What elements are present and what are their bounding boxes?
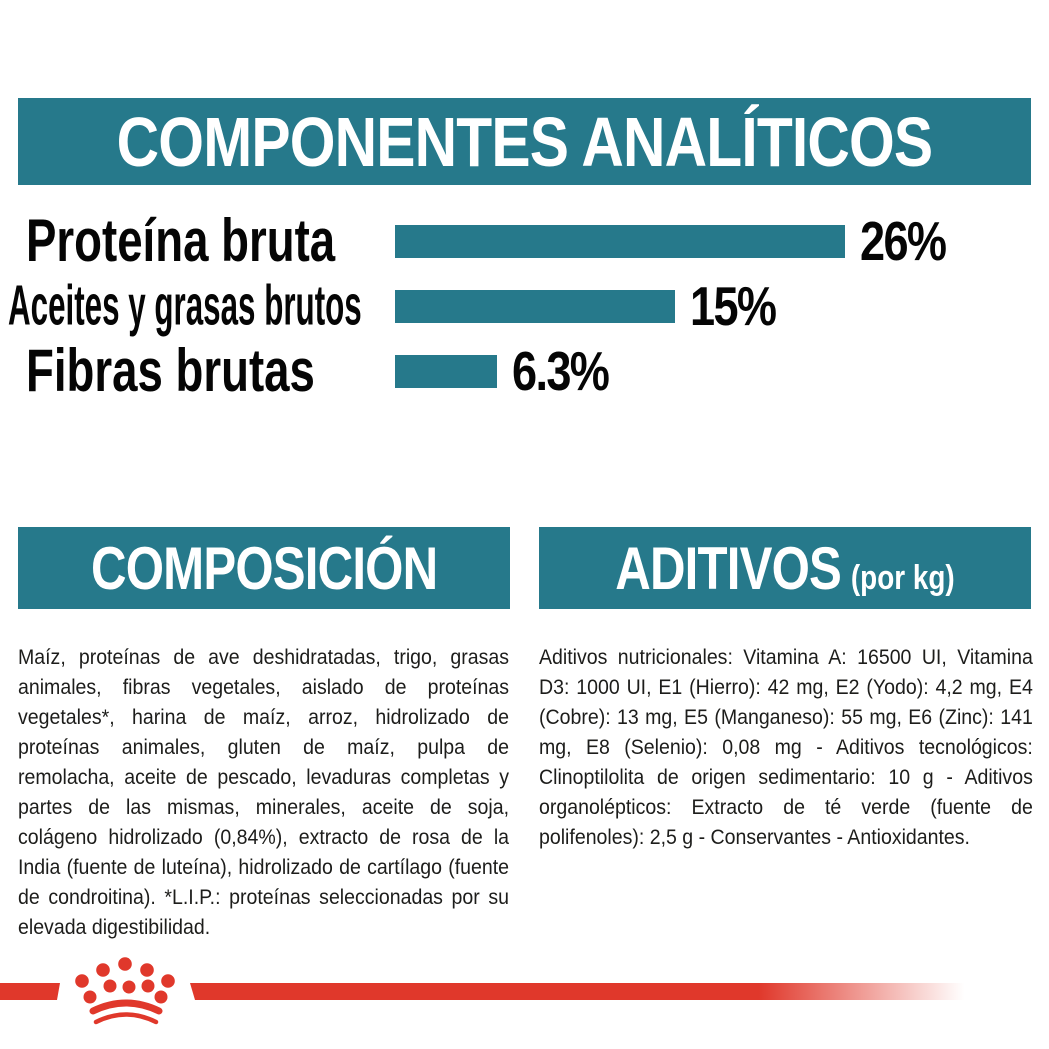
chart-row: 15% — [395, 279, 794, 334]
composition-banner: COMPOSICIÓN — [18, 527, 510, 609]
additives-title-main: ADITIVOS — [615, 534, 842, 602]
header-banner: COMPONENTES ANALÍTICOS — [18, 98, 1031, 185]
brand-line-right — [190, 983, 980, 1000]
additives-text: Aditivos nutricionales: Vitamina A: 1650… — [539, 646, 1033, 849]
page-title: COMPONENTES ANALÍTICOS — [116, 102, 933, 181]
chart-category-label: Proteína bruta — [26, 207, 336, 274]
chart-row: 6.3% — [395, 344, 629, 399]
additives-title-suffix: (por kg) — [850, 558, 955, 597]
bar-aceites — [395, 290, 675, 323]
royal-canin-crown-icon — [75, 957, 175, 1025]
chart-row: 26% — [395, 214, 964, 269]
composition-title: COMPOSICIÓN — [90, 534, 438, 602]
chart-category-label: Fibras brutas — [26, 337, 315, 404]
composition-text: Maíz, proteínas de ave deshidratadas, tr… — [18, 646, 510, 939]
bar-value-label: 6.3% — [512, 340, 610, 402]
additives-title: ADITIVOS (por kg) — [615, 534, 954, 603]
additives-banner: ADITIVOS (por kg) — [539, 527, 1031, 609]
bar-value-label: 15% — [690, 275, 777, 337]
bar-value-label: 26% — [860, 210, 947, 272]
bar-proteina — [395, 225, 845, 258]
bar-fibras — [395, 355, 497, 388]
brand-line-left — [0, 983, 60, 1000]
chart-category-label: Aceites y grasas brutos — [8, 273, 362, 338]
